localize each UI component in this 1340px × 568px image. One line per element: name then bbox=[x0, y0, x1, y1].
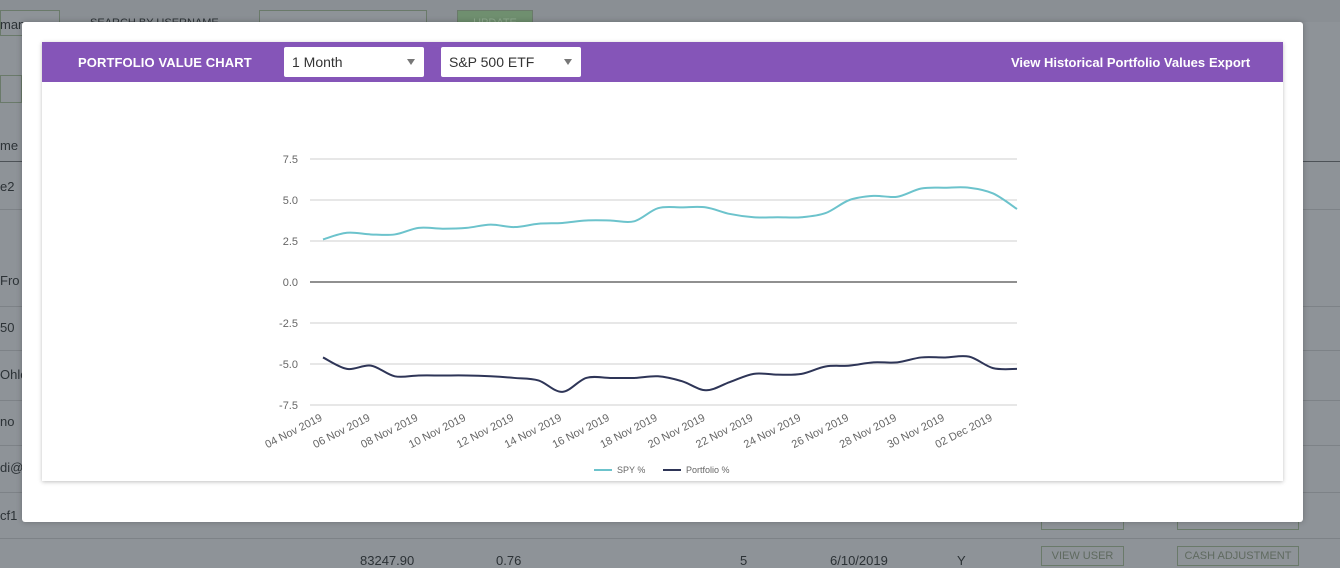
chart-area: 7.5 5.0 2.5 0.0 -2.5 -5.0 -7.5 04 Nov 2019 06 No… bbox=[42, 82, 1283, 481]
background-view-user-button: VIEW USER bbox=[1041, 546, 1124, 566]
background-text-14: 6/10/2019 bbox=[830, 553, 888, 568]
background-text-15: Y bbox=[957, 553, 966, 568]
chevron-down-icon bbox=[564, 59, 572, 65]
export-link[interactable]: Export bbox=[1209, 55, 1251, 70]
period-select-value: 1 Month bbox=[292, 54, 343, 70]
background-text-5: Fro bbox=[0, 273, 20, 288]
benchmark-select-value: S&P 500 ETF bbox=[449, 54, 535, 70]
spy-series-line bbox=[322, 186, 1018, 241]
background-text-10: cf1 bbox=[0, 508, 18, 523]
y-tick-label: -7.5 bbox=[279, 400, 298, 412]
chart-header: PORTFOLIO VALUE CHART 1 Month S&P 500 ET… bbox=[42, 42, 1283, 82]
chart-card: PORTFOLIO VALUE CHART 1 Month S&P 500 ET… bbox=[42, 42, 1283, 481]
background-cash-adjustment-button: CASH ADJUSTMENT bbox=[1177, 546, 1299, 566]
background-text-3: me bbox=[0, 138, 19, 153]
background-row-line bbox=[0, 538, 1340, 539]
y-tick-label: 7.5 bbox=[283, 154, 298, 166]
background-filter-box bbox=[0, 75, 22, 103]
background-text-13: 5 bbox=[740, 553, 748, 568]
background-text-12: 0.76 bbox=[496, 553, 522, 568]
y-tick-label: 2.5 bbox=[283, 236, 298, 248]
background-text-4: e2 bbox=[0, 179, 15, 194]
legend-portfolio: Portfolio % bbox=[686, 465, 730, 475]
benchmark-select[interactable]: S&P 500 ETF bbox=[441, 47, 581, 77]
portfolio-series-line bbox=[322, 354, 1018, 393]
background-text-7: Ohle bbox=[0, 367, 28, 382]
chevron-down-icon bbox=[407, 59, 415, 65]
view-historical-values-link[interactable]: View Historical Portfolio Values bbox=[1011, 55, 1206, 70]
y-tick-label: -5.0 bbox=[279, 359, 298, 371]
background-text-8: no bbox=[0, 414, 15, 429]
period-select[interactable]: 1 Month bbox=[284, 47, 424, 77]
background-text-11: 83247.90 bbox=[360, 553, 415, 568]
y-tick-label: 5.0 bbox=[283, 195, 298, 207]
y-tick-label: -2.5 bbox=[279, 318, 298, 330]
chart-title: PORTFOLIO VALUE CHART bbox=[78, 55, 252, 70]
y-tick-label: 0.0 bbox=[283, 277, 298, 289]
legend-spy: SPY % bbox=[617, 465, 645, 475]
portfolio-chart-modal: PORTFOLIO VALUE CHART 1 Month S&P 500 ET… bbox=[22, 22, 1303, 522]
background-text-6: 50 bbox=[0, 320, 15, 335]
